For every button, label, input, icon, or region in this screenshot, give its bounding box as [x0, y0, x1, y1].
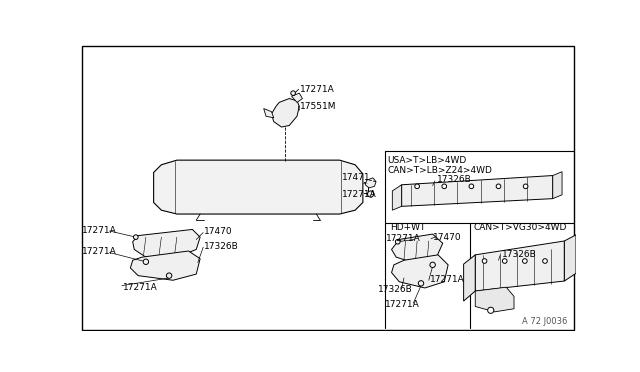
- Polygon shape: [392, 255, 448, 288]
- Polygon shape: [392, 234, 443, 263]
- Polygon shape: [553, 172, 562, 199]
- Circle shape: [143, 259, 148, 264]
- Polygon shape: [271, 99, 300, 127]
- Polygon shape: [392, 185, 402, 210]
- Text: A 72 J0036: A 72 J0036: [522, 317, 567, 326]
- Text: 17271A: 17271A: [386, 234, 421, 243]
- Circle shape: [134, 235, 138, 240]
- Circle shape: [502, 259, 507, 263]
- Text: 17271A: 17271A: [385, 301, 419, 310]
- Circle shape: [522, 259, 527, 263]
- Circle shape: [442, 184, 447, 189]
- Text: 17271A: 17271A: [342, 190, 377, 199]
- Text: 17326B: 17326B: [502, 250, 536, 259]
- Text: 17326B: 17326B: [436, 175, 471, 184]
- Polygon shape: [476, 287, 514, 312]
- Circle shape: [488, 307, 494, 313]
- Circle shape: [396, 240, 400, 244]
- Polygon shape: [402, 176, 553, 206]
- Polygon shape: [365, 178, 376, 188]
- Circle shape: [419, 280, 424, 286]
- Polygon shape: [292, 93, 303, 102]
- Circle shape: [469, 184, 474, 189]
- Circle shape: [415, 184, 419, 189]
- Text: 17271A: 17271A: [81, 227, 116, 235]
- Text: 17271A: 17271A: [123, 283, 157, 292]
- Polygon shape: [463, 255, 476, 301]
- Text: 17551M: 17551M: [300, 102, 337, 111]
- Circle shape: [543, 259, 547, 263]
- Text: 17326B: 17326B: [204, 242, 239, 251]
- Text: 17470: 17470: [433, 232, 461, 242]
- Text: 17271A: 17271A: [430, 275, 465, 284]
- Circle shape: [291, 91, 296, 96]
- Text: 17470: 17470: [204, 227, 232, 236]
- Circle shape: [524, 184, 528, 189]
- Text: HD+WT: HD+WT: [390, 222, 426, 232]
- Circle shape: [166, 273, 172, 278]
- Polygon shape: [154, 160, 363, 214]
- Text: 17271A: 17271A: [81, 247, 116, 256]
- Text: CAN>T>VG30>4WD: CAN>T>VG30>4WD: [474, 222, 567, 232]
- Circle shape: [482, 259, 487, 263]
- Polygon shape: [476, 241, 564, 291]
- Polygon shape: [564, 235, 576, 281]
- Circle shape: [367, 191, 374, 197]
- Text: 17471: 17471: [342, 173, 371, 182]
- Text: 17326B: 17326B: [378, 285, 413, 294]
- Text: USA>T>LB>4WD: USA>T>LB>4WD: [388, 156, 467, 166]
- Polygon shape: [132, 230, 200, 257]
- Polygon shape: [131, 251, 200, 280]
- Polygon shape: [264, 109, 274, 118]
- Text: 17271A: 17271A: [300, 85, 335, 94]
- Circle shape: [430, 262, 435, 267]
- Text: CAN>T>LB>Z24>4WD: CAN>T>LB>Z24>4WD: [388, 166, 493, 174]
- Circle shape: [496, 184, 501, 189]
